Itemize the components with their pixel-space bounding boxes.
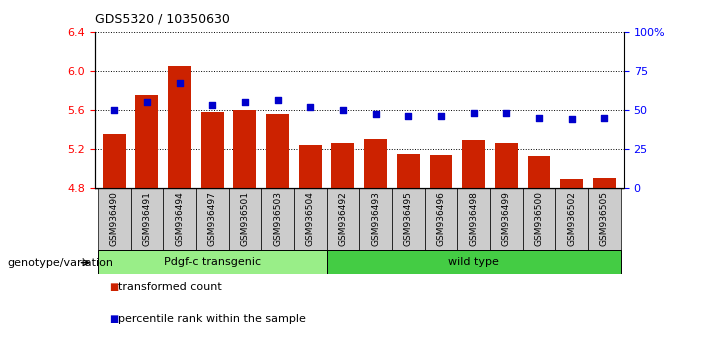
Bar: [266, 114, 289, 188]
Bar: [233, 110, 257, 188]
Point: [533, 115, 545, 120]
Bar: [555, 188, 588, 250]
Point: [272, 98, 283, 103]
Point: [142, 99, 153, 105]
Bar: [130, 188, 163, 250]
Point: [370, 112, 381, 117]
Point: [305, 104, 316, 109]
Bar: [523, 188, 555, 250]
Bar: [364, 139, 387, 188]
Point: [207, 102, 218, 108]
Text: GSM936499: GSM936499: [502, 191, 511, 246]
Text: GSM936500: GSM936500: [534, 191, 543, 246]
Bar: [528, 156, 550, 188]
Bar: [457, 188, 490, 250]
Bar: [588, 188, 620, 250]
Point: [109, 107, 120, 113]
Text: GSM936495: GSM936495: [404, 191, 413, 246]
Text: Pdgf-c transgenic: Pdgf-c transgenic: [164, 257, 261, 267]
Bar: [163, 188, 196, 250]
Text: transformed count: transformed count: [118, 282, 222, 292]
Bar: [397, 154, 420, 188]
Bar: [359, 188, 392, 250]
Text: GSM936501: GSM936501: [240, 191, 250, 246]
Point: [337, 107, 348, 113]
Point: [566, 116, 577, 122]
Bar: [261, 188, 294, 250]
Text: GSM936503: GSM936503: [273, 191, 282, 246]
Bar: [200, 112, 224, 188]
Bar: [103, 134, 125, 188]
Text: GSM936490: GSM936490: [110, 191, 118, 246]
Text: ■: ■: [109, 282, 118, 292]
Text: GSM936502: GSM936502: [567, 191, 576, 246]
Bar: [327, 250, 620, 274]
Bar: [327, 188, 359, 250]
Bar: [168, 66, 191, 188]
Point: [239, 99, 250, 105]
Text: GSM936494: GSM936494: [175, 191, 184, 246]
Text: GSM936498: GSM936498: [469, 191, 478, 246]
Bar: [229, 188, 261, 250]
Bar: [425, 188, 457, 250]
Point: [435, 113, 447, 119]
Text: wild type: wild type: [448, 257, 499, 267]
Bar: [135, 95, 158, 188]
Bar: [593, 178, 615, 188]
Text: GSM936493: GSM936493: [371, 191, 380, 246]
Text: genotype/variation: genotype/variation: [7, 258, 113, 268]
Bar: [495, 143, 518, 188]
Bar: [430, 154, 452, 188]
Text: ■: ■: [109, 314, 118, 324]
Point: [501, 110, 512, 116]
Bar: [98, 188, 130, 250]
Bar: [294, 188, 327, 250]
Point: [599, 115, 610, 120]
Text: percentile rank within the sample: percentile rank within the sample: [118, 314, 306, 324]
Text: GSM936496: GSM936496: [437, 191, 445, 246]
Bar: [196, 188, 229, 250]
Bar: [299, 145, 322, 188]
Point: [174, 80, 185, 86]
Text: GSM936497: GSM936497: [207, 191, 217, 246]
Bar: [462, 140, 485, 188]
Text: GSM936505: GSM936505: [600, 191, 608, 246]
Bar: [392, 188, 425, 250]
Bar: [332, 143, 355, 188]
Bar: [560, 179, 583, 188]
Text: GSM936492: GSM936492: [339, 191, 348, 246]
Text: GSM936504: GSM936504: [306, 191, 315, 246]
Point: [402, 113, 414, 119]
Bar: [490, 188, 523, 250]
Text: GDS5320 / 10350630: GDS5320 / 10350630: [95, 12, 229, 25]
Point: [468, 110, 479, 116]
Bar: [98, 250, 327, 274]
Text: GSM936491: GSM936491: [142, 191, 151, 246]
